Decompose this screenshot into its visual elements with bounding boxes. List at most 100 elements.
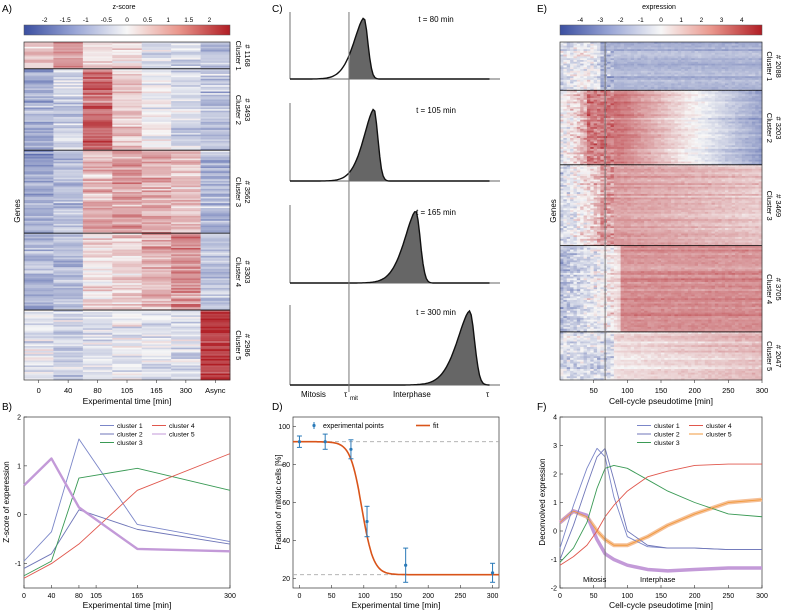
- heatmap-cell: [171, 296, 201, 298]
- heatmap-cell: [580, 43, 584, 46]
- heatmap-cell: [745, 128, 749, 131]
- heatmap-cell: [200, 113, 231, 116]
- heatmap-cell: [758, 137, 763, 141]
- heatmap-cell: [684, 107, 689, 110]
- heatmap-cell: [711, 74, 716, 77]
- heatmap-cell: [563, 114, 568, 117]
- heatmap-cell: [627, 79, 631, 82]
- x-tick-label: 300: [487, 593, 499, 600]
- heatmap-cell: [701, 70, 706, 73]
- heatmap-cell: [53, 238, 84, 241]
- heatmap-cell: [610, 63, 615, 66]
- heatmap-cell: [647, 87, 652, 90]
- heatmap-cell: [171, 133, 201, 135]
- heatmap-cell: [650, 43, 655, 46]
- heatmap-cell: [684, 105, 689, 108]
- heatmap-cell: [24, 321, 54, 324]
- heatmap-cell: [755, 79, 759, 82]
- heatmap-cell: [576, 90, 581, 93]
- heatmap-cell: [634, 99, 638, 102]
- heatmap-cell: [657, 132, 662, 135]
- heatmap-cell: [112, 244, 143, 247]
- heatmap-cell: [617, 137, 621, 141]
- heatmap-cell: [82, 209, 113, 212]
- heatmap-cell: [708, 134, 712, 137]
- heatmap-cell: [724, 103, 729, 106]
- heatmap-cell: [704, 52, 709, 55]
- heatmap-cell: [112, 283, 143, 286]
- heatmap-cell: [573, 60, 578, 63]
- heatmap-cell: [623, 74, 628, 77]
- heatmap-cell: [82, 255, 113, 258]
- heatmap-cell: [24, 73, 54, 76]
- heatmap-cell: [691, 125, 695, 128]
- heatmap-cell: [566, 58, 571, 61]
- heatmap-cell: [112, 204, 143, 207]
- heatmap-cell: [560, 125, 564, 128]
- heatmap-cell: [637, 79, 642, 82]
- heatmap-cell: [758, 127, 763, 130]
- heatmap-cell: [171, 187, 201, 190]
- heatmap-cell: [112, 166, 143, 169]
- heatmap-cell: [724, 67, 729, 70]
- heatmap-cell: [714, 97, 719, 101]
- heatmap-cell: [141, 268, 172, 271]
- heatmap-cell: [758, 134, 763, 137]
- heatmap-cell: [714, 65, 719, 68]
- heatmap-cell: [593, 76, 598, 79]
- heatmap-cell: [600, 42, 605, 45]
- heatmap-cell: [630, 49, 635, 52]
- heatmap-cell: [751, 74, 756, 77]
- heatmap-cell: [731, 45, 736, 48]
- heatmap-cell: [82, 225, 113, 228]
- heatmap-cell: [684, 63, 689, 66]
- heatmap-cell: [698, 114, 702, 117]
- heatmap-cell: [637, 97, 642, 101]
- heatmap-cell: [141, 204, 172, 207]
- heatmap-cell: [724, 43, 729, 46]
- heatmap-cell: [617, 116, 621, 119]
- heatmap-cell: [617, 107, 621, 110]
- heatmap-cell: [82, 341, 113, 344]
- heatmap-cell: [711, 81, 716, 84]
- heatmap-cell: [741, 79, 746, 82]
- heatmap-cell: [724, 136, 729, 139]
- heatmap-cell: [600, 58, 605, 61]
- heatmap-cell: [630, 132, 635, 135]
- heatmap-cell: [566, 132, 571, 135]
- x-tick-label: 0: [297, 593, 301, 600]
- heatmap-cell: [671, 130, 675, 133]
- heatmap-cell: [171, 83, 201, 86]
- heatmap-cell: [654, 51, 658, 54]
- heatmap-cell: [112, 152, 143, 155]
- heatmap-cell: [563, 96, 568, 99]
- heatmap-cell: [560, 92, 564, 95]
- heatmap-cell: [580, 137, 584, 141]
- heatmap-cell: [141, 262, 172, 265]
- heatmap-cell: [758, 108, 763, 111]
- heatmap-cell: [711, 132, 716, 135]
- heatmap-cell: [620, 125, 625, 128]
- heatmap-cell: [671, 72, 675, 75]
- heatmap-cell: [53, 133, 84, 135]
- heatmap-cell: [53, 246, 84, 249]
- heatmap-cell: [654, 79, 658, 82]
- heatmap-cell: [634, 136, 638, 139]
- heatmap-cell: [566, 107, 571, 110]
- heatmap-cell: [200, 102, 231, 105]
- heatmap-cell: [644, 119, 648, 122]
- heatmap-cell: [748, 72, 753, 75]
- heatmap-cell: [112, 276, 143, 279]
- heatmap-cell: [580, 72, 584, 75]
- heatmap-cell: [623, 101, 628, 104]
- heatmap-cell: [586, 132, 591, 135]
- heatmap-cell: [141, 378, 172, 381]
- heatmap-cell: [677, 43, 682, 46]
- heatmap-cell: [687, 114, 692, 117]
- heatmap-cell: [661, 56, 665, 59]
- heatmap-cell: [573, 65, 578, 68]
- heatmap-cell: [667, 99, 672, 102]
- heatmap-cell: [82, 196, 113, 199]
- heatmap-cell: [610, 132, 615, 135]
- heatmap-cell: [748, 108, 753, 111]
